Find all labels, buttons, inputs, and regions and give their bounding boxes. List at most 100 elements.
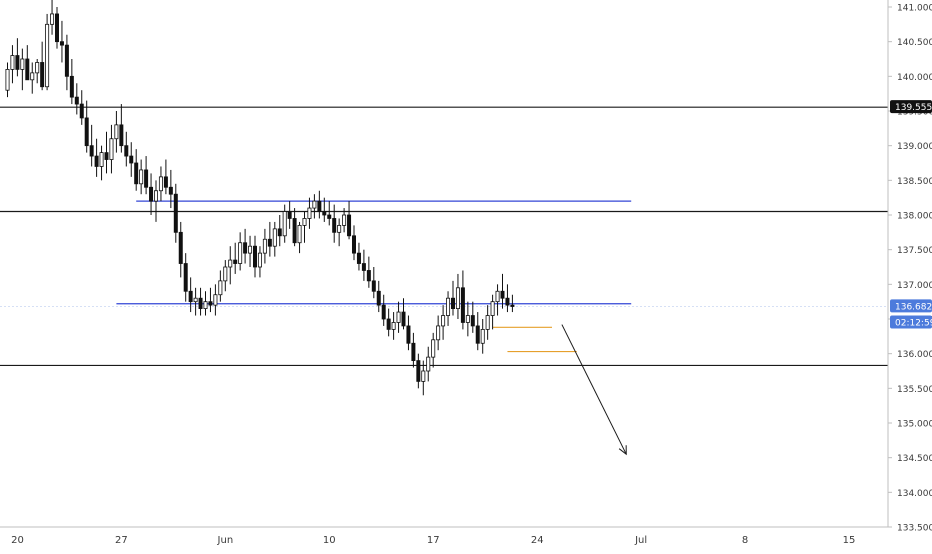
candle xyxy=(262,228,267,264)
candle-body xyxy=(421,370,426,382)
candle xyxy=(243,228,248,264)
candle-body xyxy=(74,96,79,105)
candle xyxy=(193,287,198,316)
candle xyxy=(475,312,480,351)
candle-body xyxy=(5,69,10,91)
price-labels: 139.555 136.682 02:12:59 xyxy=(890,100,932,329)
candle xyxy=(64,34,69,91)
candle xyxy=(455,273,460,319)
candle xyxy=(173,183,178,243)
price-tick-label: 138.000 xyxy=(897,212,932,222)
candle xyxy=(25,45,30,81)
candle xyxy=(446,291,451,326)
candle-body xyxy=(470,315,475,327)
time-tick-label: 15 xyxy=(843,535,856,546)
price-tick-label: 137.000 xyxy=(897,281,932,291)
candle xyxy=(332,204,337,243)
candle xyxy=(317,190,322,219)
candle xyxy=(40,41,45,91)
candle-body xyxy=(79,103,84,119)
candle-body xyxy=(64,44,69,77)
candle-body xyxy=(119,124,124,147)
candle xyxy=(257,246,262,278)
candle xyxy=(20,48,25,91)
candle-body xyxy=(262,238,267,254)
candle-body xyxy=(50,13,55,25)
time-tick-label: Jun xyxy=(217,535,234,546)
candle-body xyxy=(495,290,500,303)
candle-body xyxy=(149,186,154,202)
candle xyxy=(441,305,446,340)
candle xyxy=(74,83,79,115)
candle-body xyxy=(282,211,287,237)
time-tick-label: 27 xyxy=(115,535,128,546)
candle-body xyxy=(223,266,228,282)
candle xyxy=(208,287,213,313)
candle xyxy=(134,149,139,191)
candle-body xyxy=(312,200,317,209)
candle-body xyxy=(376,290,381,306)
candle-body xyxy=(59,41,64,46)
price-badge-bg xyxy=(890,315,932,329)
candle-body xyxy=(322,211,327,216)
candle-body xyxy=(500,290,505,299)
candle xyxy=(426,346,431,382)
candle xyxy=(450,280,455,316)
candle-body xyxy=(69,75,74,98)
candle xyxy=(292,208,297,247)
price-tick-label: 135.500 xyxy=(897,385,932,395)
candle xyxy=(297,221,302,254)
candle-body xyxy=(168,186,173,195)
candle-body xyxy=(460,287,465,323)
candle xyxy=(411,332,416,368)
candle xyxy=(79,90,84,125)
candle xyxy=(89,124,94,167)
candle-body xyxy=(248,245,253,254)
price-badge-bg xyxy=(890,299,932,313)
candle xyxy=(366,256,371,288)
candle xyxy=(505,284,510,313)
candle-body xyxy=(436,325,441,341)
candle-body xyxy=(55,13,60,43)
candle xyxy=(139,159,144,195)
price-tick-label: 133.500 xyxy=(897,524,932,534)
candle-body xyxy=(297,224,302,244)
candle xyxy=(302,211,307,243)
price-tick-label: 135.000 xyxy=(897,420,932,430)
candle-body xyxy=(332,218,337,233)
candle-body xyxy=(431,339,436,358)
candle xyxy=(465,301,470,337)
time-tick-label: 24 xyxy=(531,535,544,546)
candle xyxy=(371,267,376,299)
candle-body xyxy=(277,228,282,237)
candle-body xyxy=(327,214,332,219)
candle-body xyxy=(114,124,119,140)
candle xyxy=(228,246,233,285)
candle-body xyxy=(188,290,193,303)
time-tick-label: 10 xyxy=(323,535,336,546)
candle xyxy=(406,315,411,351)
candle-body xyxy=(351,235,356,254)
candle-body xyxy=(401,311,406,327)
plot-background xyxy=(0,0,888,527)
candle-body xyxy=(450,297,455,310)
candle-body xyxy=(124,145,129,157)
candle-body xyxy=(193,297,198,303)
candle xyxy=(55,7,60,49)
candle xyxy=(99,145,104,181)
candle-body xyxy=(252,245,257,268)
candle xyxy=(421,360,426,396)
candle-body xyxy=(40,62,45,88)
candle xyxy=(386,308,391,337)
candle-body xyxy=(386,318,391,330)
candle xyxy=(391,312,396,340)
candle xyxy=(252,235,257,278)
candle xyxy=(149,173,154,215)
candle xyxy=(5,62,10,98)
candle xyxy=(178,221,183,278)
candle-body xyxy=(272,228,277,247)
candle xyxy=(213,284,218,316)
candle xyxy=(119,104,124,153)
candle-body xyxy=(342,214,347,226)
